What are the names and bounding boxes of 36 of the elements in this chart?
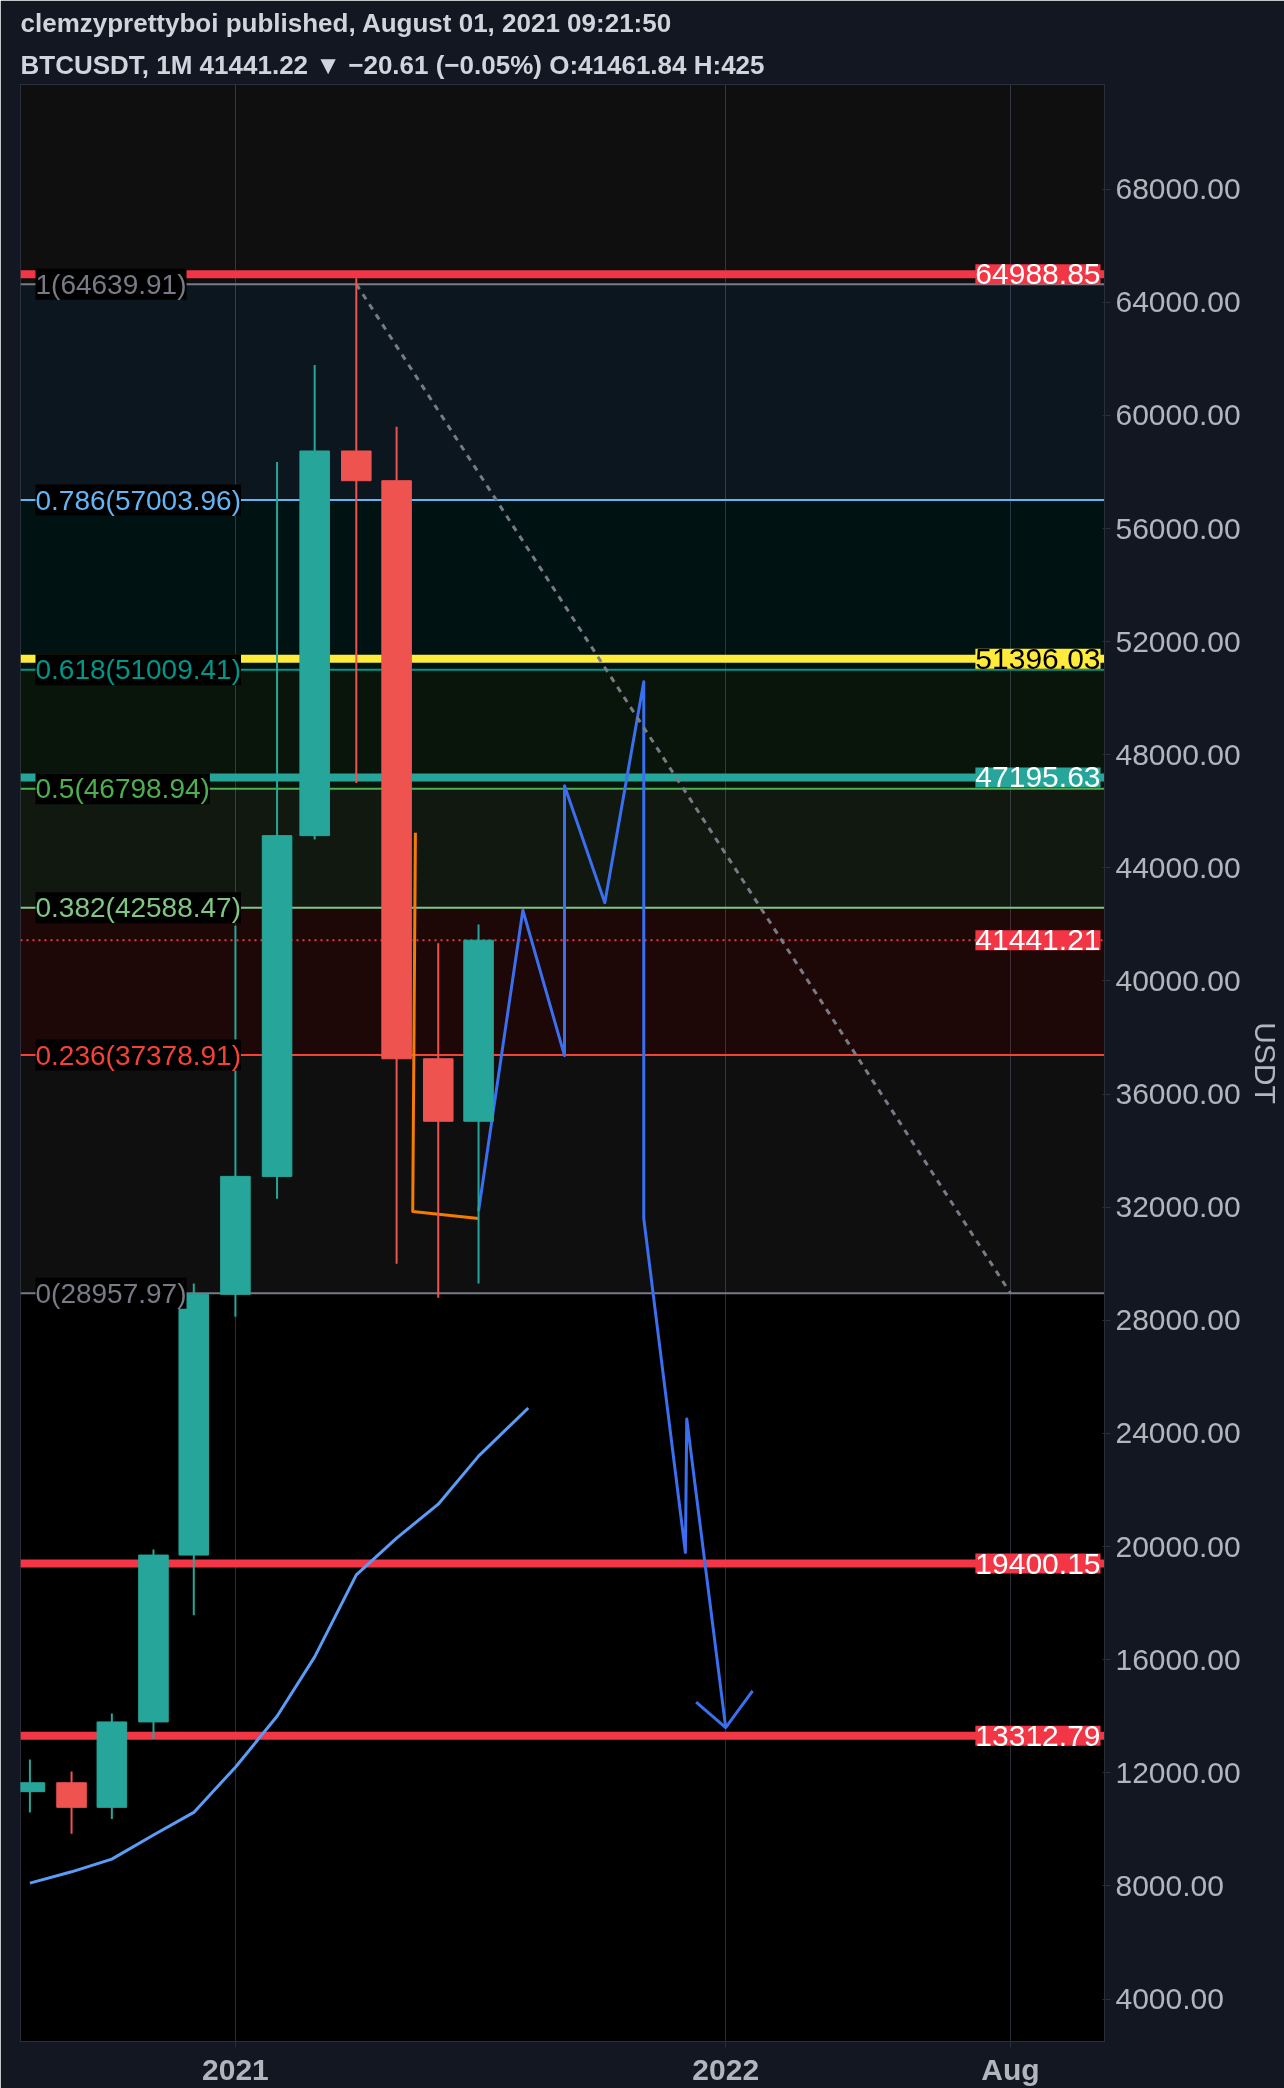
y-tick-label: 24000.00 [1115,1416,1241,1450]
band-label: 1(64639.91) [35,268,187,300]
ref-line-label: 13312.79 [975,1718,1101,1752]
band-label: 0.786(57003.96) [35,484,242,516]
chart-subtitle: BTCUSDT, 1M 41441.22 ▼ −20.61 (−0.05%) O:41461.84 H:425 [20,49,765,80]
chart-title: clemzyprettyboi published, August 01, 2021 09:21:50 [20,7,672,38]
band-label: 0.618(51009.41) [35,654,242,686]
y-tick-label: 68000.00 [1115,172,1241,206]
y-tick-label: 36000.00 [1115,1077,1241,1111]
ref-line-label: 51396.03 [975,641,1101,675]
y-axis-title: USDT [1248,1022,1282,1104]
ref-line-label: 64988.85 [975,257,1101,291]
ref-line-label: 41441.21 [975,923,1101,957]
x-tick-label: 2021 [202,2052,269,2086]
x-tick-label: 2022 [692,2052,760,2086]
y-tick-label: 44000.00 [1115,850,1241,884]
y-tick-label: 60000.00 [1115,398,1241,432]
y-tick-label: 48000.00 [1115,737,1241,771]
band-label: 0.236(37378.91) [35,1039,242,1071]
y-tick-label: 64000.00 [1115,285,1241,319]
y-tick-label: 20000.00 [1115,1529,1241,1563]
y-tick-label: 8000.00 [1115,1868,1224,1902]
y-tick-label: 52000.00 [1115,624,1241,658]
y-tick-label: 12000.00 [1115,1755,1241,1789]
y-tick-label: 32000.00 [1115,1190,1241,1224]
band-label: 0.382(42588.47) [35,892,242,924]
band-label: 0(28957.97) [35,1277,187,1309]
y-tick-label: 56000.00 [1115,511,1241,545]
y-tick-label: 28000.00 [1115,1303,1241,1337]
ref-line-label: 19400.15 [975,1546,1101,1580]
x-tick-label: Aug [981,2052,1040,2086]
y-tick-label: 16000.00 [1115,1642,1241,1676]
ref-line-label: 47195.63 [975,760,1101,794]
y-tick-label: 40000.00 [1115,963,1241,997]
band-label: 0.5(46798.94) [35,773,210,805]
y-tick-label: 4000.00 [1115,1982,1224,2016]
